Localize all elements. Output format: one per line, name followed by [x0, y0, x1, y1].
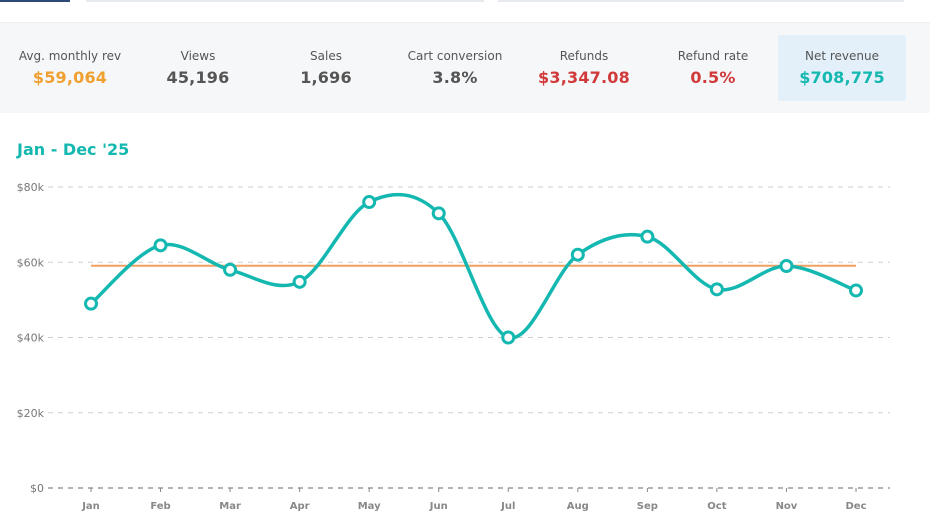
stat-avg-monthly-rev[interactable]: Avg. monthly rev $59,064 [6, 35, 134, 101]
stat-label: Net revenue [804, 49, 879, 63]
stat-label: Cart conversion [407, 49, 503, 63]
x-tick-label: Dec [845, 501, 866, 512]
stat-views[interactable]: Views 45,196 [134, 35, 262, 101]
x-tick-label: Jul [500, 501, 515, 512]
x-tick-label: Apr [290, 501, 310, 512]
top-tab[interactable] [0, 0, 70, 2]
stat-label: Avg. monthly rev [18, 49, 122, 63]
stat-value: 1,696 [300, 68, 352, 87]
x-tick-label: Jan [81, 501, 100, 512]
stat-sales[interactable]: Sales 1,696 [262, 35, 390, 101]
data-point [431, 206, 446, 221]
stat-value: $59,064 [32, 68, 108, 87]
stat-refunds[interactable]: Refunds $3,347.08 [520, 35, 648, 101]
stat-net-revenue[interactable]: Net revenue $708,775 [778, 35, 906, 101]
data-point [640, 229, 655, 244]
x-tick-label: Jun [429, 501, 448, 512]
stat-label: Refunds [559, 49, 609, 63]
data-point [223, 262, 238, 277]
chart-title: Jan - Dec '25 [17, 140, 130, 159]
stat-cart-conversion[interactable]: Cart conversion 3.8% [391, 35, 519, 101]
x-tick-label: Sep [637, 501, 658, 512]
data-point [570, 247, 585, 262]
data-point [779, 259, 794, 274]
x-tick-label: May [358, 501, 381, 512]
top-field-left[interactable] [86, 0, 484, 2]
stat-value: 3.8% [432, 68, 478, 87]
y-tick-label: $80k [17, 181, 45, 194]
stat-label: Sales [310, 49, 342, 63]
data-point [292, 274, 307, 289]
data-point [362, 195, 377, 210]
x-tick-label: Mar [219, 501, 241, 512]
stats-bar: Avg. monthly rev $59,064 Views 45,196 Sa… [0, 22, 930, 113]
x-tick-label: Feb [150, 501, 170, 512]
top-strip [0, 0, 930, 20]
data-point [153, 238, 168, 253]
x-tick-label: Nov [776, 501, 798, 512]
stat-value: $708,775 [799, 68, 885, 87]
chart-card [0, 113, 930, 518]
stat-label: Refund rate [677, 49, 749, 63]
y-tick-label: $0 [30, 482, 44, 495]
stat-label: Views [180, 49, 216, 63]
x-tick-label: Aug [567, 501, 589, 512]
y-tick-label: $40k [17, 332, 45, 345]
data-point [84, 296, 98, 311]
x-tick-label: Oct [707, 501, 726, 512]
data-point [709, 282, 724, 297]
stat-refund-rate[interactable]: Refund rate 0.5% [649, 35, 777, 101]
top-field-right[interactable] [498, 0, 904, 2]
stat-value: $3,347.08 [538, 68, 630, 87]
data-point [501, 330, 516, 345]
y-tick-label: $20k [17, 407, 45, 420]
stat-value: 0.5% [690, 68, 736, 87]
y-tick-label: $60k [17, 256, 45, 269]
data-point [849, 283, 863, 298]
stat-value: 45,196 [166, 68, 230, 87]
